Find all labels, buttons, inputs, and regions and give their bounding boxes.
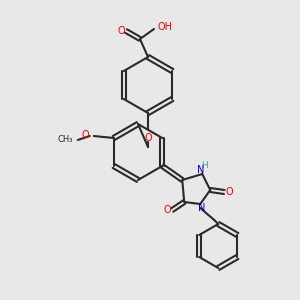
Text: N: N [196, 165, 204, 175]
Text: N: N [198, 203, 205, 213]
Text: H: H [201, 161, 208, 170]
Text: O: O [225, 187, 233, 197]
Text: O: O [82, 130, 90, 140]
Text: CH₃: CH₃ [57, 136, 73, 145]
Text: O: O [144, 133, 152, 143]
Text: O: O [164, 205, 171, 215]
Text: O: O [117, 26, 125, 36]
Text: OH: OH [158, 22, 173, 32]
